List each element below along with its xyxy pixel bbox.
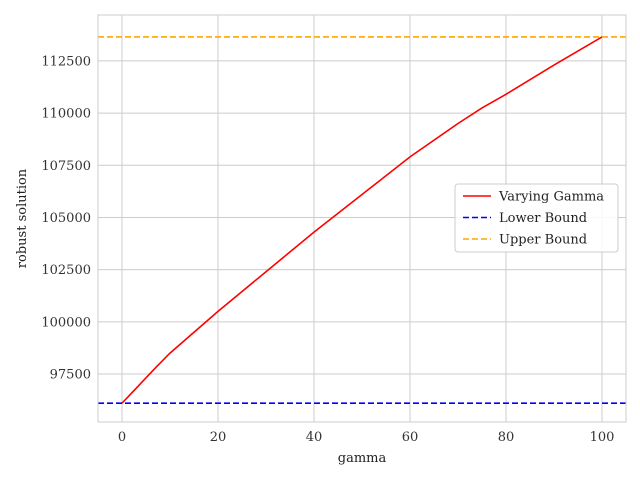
varying-gamma-line xyxy=(121,36,603,404)
varying-gamma-legend-label: Varying Gamma xyxy=(498,190,604,205)
y-tick-label: 110000 xyxy=(41,107,91,122)
y-tick-label: 107500 xyxy=(41,159,91,174)
upper-bound-legend-label: Upper Bound xyxy=(499,233,587,248)
plot-frame xyxy=(97,14,627,423)
legend: Varying Gamma Lower Bound Upper Bound xyxy=(454,183,619,253)
x-tick-label: 80 xyxy=(498,430,515,445)
legend-box xyxy=(454,183,619,253)
y-tick-label: 112500 xyxy=(41,54,91,69)
lower-bound-legend-label: Lower Bound xyxy=(499,211,587,226)
series-layer xyxy=(98,36,626,405)
tick-labels: 0 20 40 60 80 100 97500 100000 102500 105000 10750… xyxy=(41,54,614,445)
y-tick-label: 105000 xyxy=(41,211,91,226)
y-axis-label: robust solution xyxy=(15,168,30,268)
x-tick-label: 40 xyxy=(306,430,323,445)
x-tick-label: 60 xyxy=(402,430,419,445)
y-tick-label: 100000 xyxy=(41,315,91,330)
x-tick-label: 100 xyxy=(590,430,615,445)
x-tick-label: 0 xyxy=(118,430,126,445)
x-tick-label: 20 xyxy=(210,430,227,445)
y-tick-label: 102500 xyxy=(41,263,91,278)
x-axis-label: gamma xyxy=(338,451,387,466)
y-tick-label: 97500 xyxy=(50,367,91,382)
